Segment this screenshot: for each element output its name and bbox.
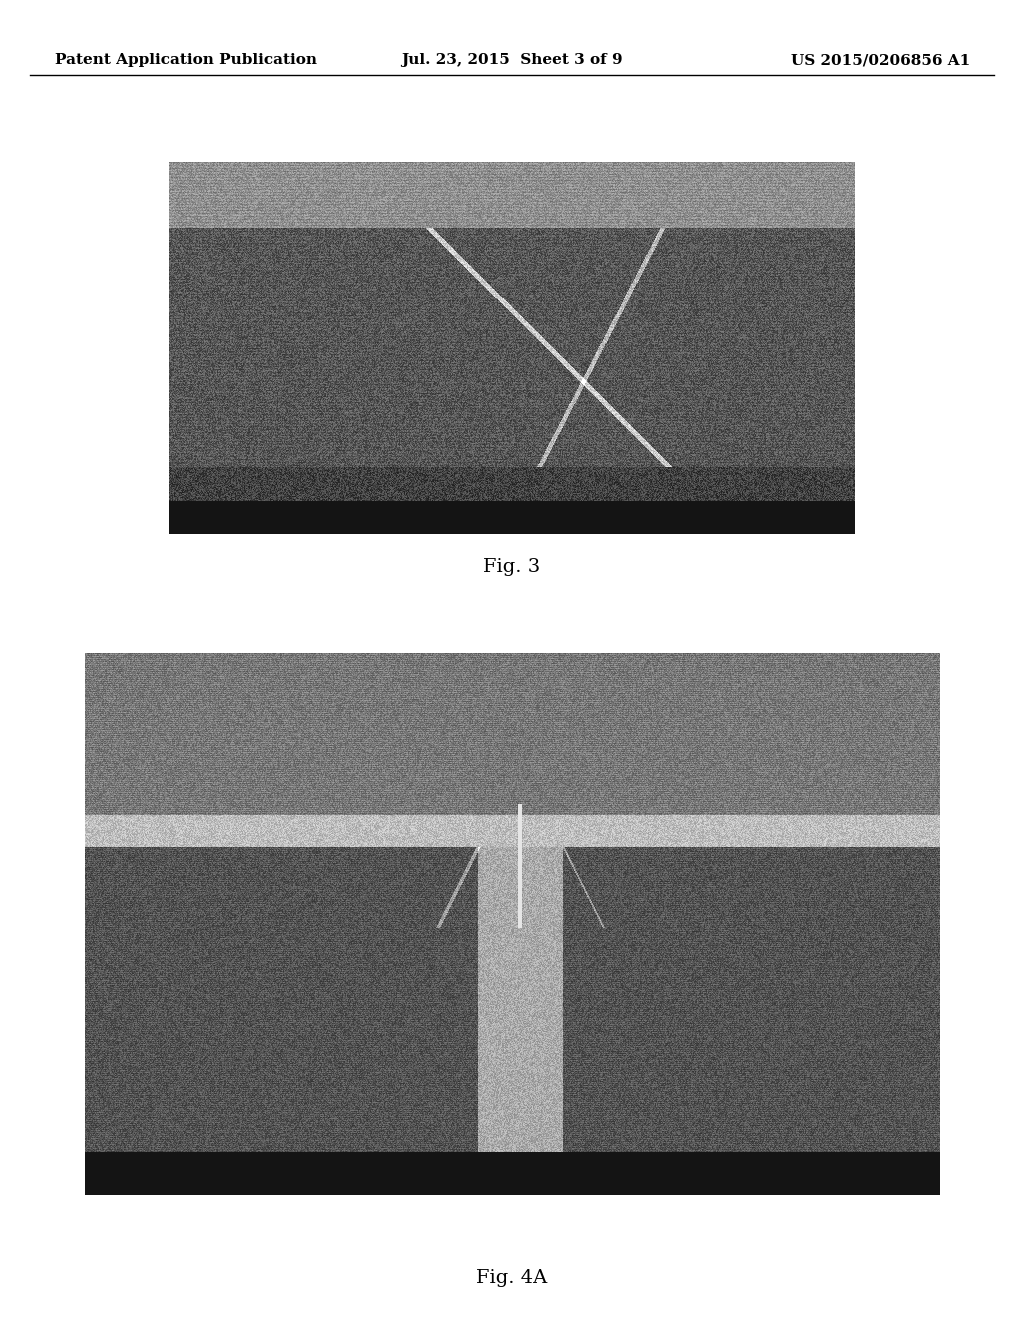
Text: Optical fiber: Optical fiber [140,1011,213,1024]
Text: 38 μm: 38 μm [283,228,292,257]
Text: Bottom
(100) Plane: Bottom (100) Plane [186,395,242,416]
Text: 16.5 μm: 16.5 μm [810,185,850,195]
Text: Rear 45°  micromirror
membrane: Rear 45° micromirror membrane [140,677,261,700]
Text: 20.0kV 23.9mm x40 SE: 20.0kV 23.9mm x40 SE [93,1172,215,1181]
Text: Top lateral portion: Top lateral portion [360,178,461,187]
Text: Patent Application Publication: Patent Application Publication [55,53,317,67]
Text: 57 μm: 57 μm [288,293,297,322]
Text: US 2015/0206856 A1: US 2015/0206856 A1 [791,53,970,67]
Text: Supporting
silicon block: Supporting silicon block [140,906,212,935]
Text: Fig. 3: Fig. 3 [483,558,541,576]
Text: (100) silicon surface
(lower level): (100) silicon surface (lower level) [592,665,697,686]
Text: 45.0°: 45.0° [460,385,490,395]
Text: (100) silicon surface
(upper level): (100) silicon surface (upper level) [592,1038,697,1059]
Text: 1.00mm: 1.00mm [889,1172,932,1181]
Text: Fiber groove: Fiber groove [140,1106,213,1119]
Text: (110) silicon surface: (110) silicon surface [602,788,708,799]
Text: Top (100)
Plane: Top (100) Plane [787,247,833,269]
Text: 47 μm: 47 μm [288,368,297,397]
Text: Optical Signal: Optical Signal [500,841,597,854]
Text: 100um: 100um [813,512,847,521]
Text: Jul. 23, 2015  Sheet 3 of 9: Jul. 23, 2015 Sheet 3 of 9 [401,53,623,67]
Text: UNSW 20.0kV 20.6mm x420 SE 7/2/2009: UNSW 20.0kV 20.6mm x420 SE 7/2/2009 [177,512,377,521]
Text: Fig. 4A: Fig. 4A [476,1269,548,1287]
